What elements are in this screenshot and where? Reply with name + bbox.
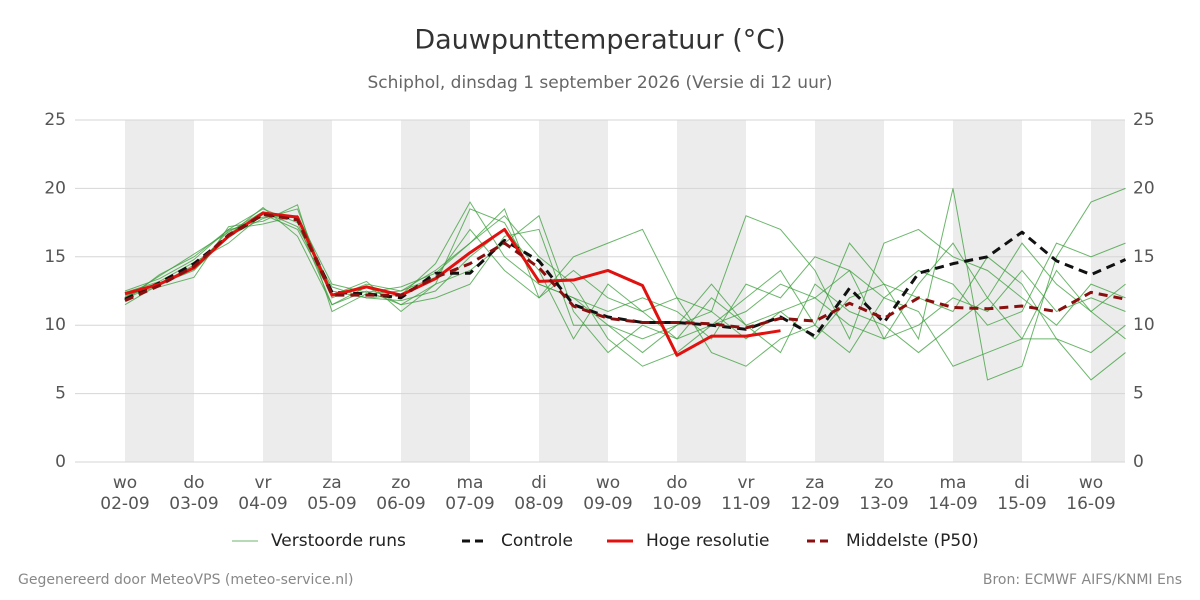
x-tick-day: za [805, 473, 824, 493]
x-tick-day: zo [391, 473, 410, 493]
legend-label: Verstoorde runs [271, 531, 406, 551]
x-tick-label: 05-09 [307, 494, 356, 514]
x-tick-label: 09-09 [583, 494, 632, 514]
chart-subtitle: Schiphol, dinsdag 1 september 2026 (Vers… [368, 73, 833, 93]
x-tick-label: 12-09 [790, 494, 839, 514]
series-line [124, 211, 781, 357]
x-tick-day: wo [113, 473, 137, 493]
day-band [263, 120, 332, 462]
x-tick-day: vr [737, 473, 754, 493]
y2-tick-label: 0 [1133, 452, 1144, 472]
chart-title: Dauwpunttemperatuur (°C) [414, 25, 785, 56]
x-tick-label: 15-09 [997, 494, 1046, 514]
legend-label: Middelste (P50) [846, 531, 979, 551]
x-tick-label: 03-09 [169, 494, 218, 514]
y2-tick-label: 25 [1133, 110, 1155, 130]
x-tick-day: do [183, 473, 204, 493]
x-tick-label: 10-09 [652, 494, 701, 514]
legend-label: Controle [501, 531, 573, 551]
x-tick-day: ma [457, 473, 484, 493]
y-tick-label: 25 [44, 110, 66, 130]
x-tick-day: do [666, 473, 687, 493]
day-band [953, 120, 1022, 462]
y-tick-label: 0 [55, 452, 66, 472]
day-band [539, 120, 608, 462]
series-line [124, 212, 1126, 330]
y-tick-label: 10 [44, 315, 66, 335]
ensemble-line [124, 211, 1126, 381]
y-tick-label: 5 [55, 384, 66, 404]
y2-tick-label: 20 [1133, 178, 1155, 198]
x-tick-label: 02-09 [100, 494, 149, 514]
day-band [815, 120, 884, 462]
y2-tick-label: 10 [1133, 315, 1155, 335]
x-tick-label: 14-09 [928, 494, 977, 514]
y-tick-label: 20 [44, 178, 66, 198]
y2-tick-label: 5 [1133, 384, 1144, 404]
x-tick-label: 16-09 [1066, 494, 1115, 514]
footer-left: Gegenereerd door MeteoVPS (meteo-service… [18, 572, 353, 588]
footer-right: Bron: ECMWF AIFS/KNMI Ens [983, 572, 1182, 588]
x-tick-day: di [531, 473, 547, 493]
ensemble-line [124, 204, 1126, 341]
x-tick-day: vr [254, 473, 271, 493]
x-tick-label: 13-09 [859, 494, 908, 514]
ensemble-line [124, 206, 1126, 354]
y-tick-label: 15 [44, 247, 66, 267]
x-tick-day: wo [1079, 473, 1103, 493]
x-tick-label: 08-09 [514, 494, 563, 514]
y2-tick-label: 15 [1133, 247, 1155, 267]
x-tick-day: di [1014, 473, 1030, 493]
series-line [124, 212, 1127, 338]
ensemble-line [124, 187, 1126, 381]
x-tick-label: 11-09 [721, 494, 770, 514]
x-tick-label: 07-09 [445, 494, 494, 514]
day-band [677, 120, 746, 462]
x-tick-day: ma [940, 473, 967, 493]
x-tick-day: wo [596, 473, 620, 493]
x-tick-label: 06-09 [376, 494, 425, 514]
x-tick-label: 04-09 [238, 494, 287, 514]
ensemble-line [124, 208, 1126, 340]
x-tick-day: zo [874, 473, 893, 493]
x-tick-day: za [322, 473, 341, 493]
legend-label: Hoge resolutie [646, 531, 770, 551]
